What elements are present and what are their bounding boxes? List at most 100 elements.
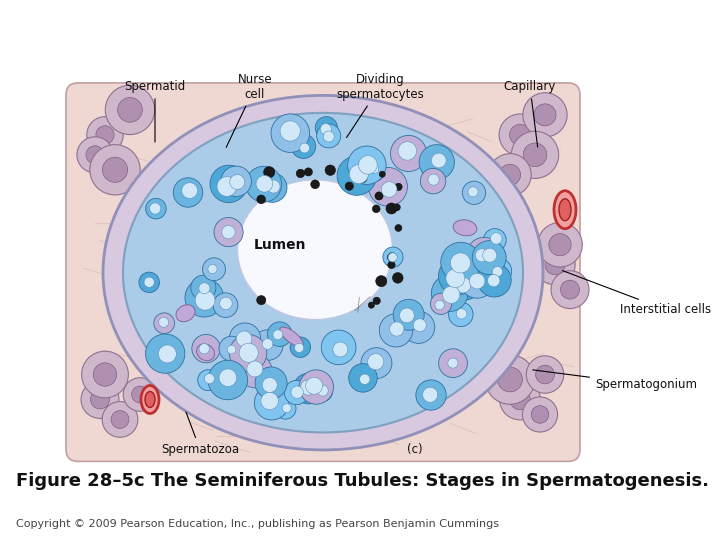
Circle shape (549, 234, 571, 256)
Circle shape (483, 228, 506, 252)
Circle shape (139, 272, 159, 293)
Circle shape (451, 253, 471, 273)
Circle shape (220, 297, 232, 309)
Ellipse shape (559, 199, 571, 221)
Circle shape (210, 165, 248, 202)
Circle shape (208, 360, 248, 400)
Circle shape (371, 165, 379, 173)
Circle shape (253, 330, 283, 360)
Circle shape (390, 322, 404, 336)
Circle shape (337, 156, 377, 195)
Circle shape (490, 233, 502, 244)
Circle shape (393, 299, 424, 330)
Text: Capillary: Capillary (504, 80, 556, 147)
Ellipse shape (103, 96, 543, 450)
Circle shape (462, 181, 486, 205)
Circle shape (238, 354, 272, 388)
Circle shape (373, 297, 380, 305)
Circle shape (292, 134, 315, 158)
Circle shape (498, 367, 523, 392)
Circle shape (229, 323, 261, 354)
FancyBboxPatch shape (66, 83, 580, 461)
Text: Male Reproductive Functions: Male Reproductive Functions (42, 21, 678, 59)
Circle shape (305, 168, 312, 176)
Circle shape (416, 380, 446, 410)
Circle shape (446, 269, 464, 288)
Text: Figure 28–5c The Seminiferous Tubules: Stages in Spermatogenesis.: Figure 28–5c The Seminiferous Tubules: S… (16, 471, 708, 490)
Circle shape (86, 146, 104, 164)
Circle shape (372, 205, 380, 213)
Circle shape (500, 164, 521, 185)
Circle shape (267, 322, 292, 347)
Circle shape (145, 334, 185, 373)
Circle shape (379, 171, 385, 177)
Circle shape (375, 192, 383, 200)
Circle shape (348, 146, 386, 185)
Text: Spermatid: Spermatid (125, 80, 186, 142)
Circle shape (368, 354, 384, 370)
Circle shape (441, 242, 481, 282)
Circle shape (239, 343, 258, 362)
Circle shape (256, 176, 273, 192)
Circle shape (315, 117, 338, 139)
Circle shape (300, 380, 316, 395)
Circle shape (230, 334, 267, 372)
Text: (c): (c) (408, 443, 423, 456)
Circle shape (435, 300, 444, 310)
Circle shape (261, 393, 279, 410)
Circle shape (293, 373, 324, 404)
Circle shape (258, 173, 287, 202)
Circle shape (379, 314, 413, 347)
Circle shape (420, 168, 446, 194)
Circle shape (257, 195, 266, 204)
Circle shape (423, 387, 438, 402)
Circle shape (235, 325, 257, 347)
Circle shape (535, 245, 575, 285)
Circle shape (117, 98, 143, 122)
Circle shape (348, 363, 377, 392)
Circle shape (443, 286, 460, 303)
Circle shape (325, 165, 336, 176)
Circle shape (487, 274, 500, 287)
Circle shape (523, 143, 546, 167)
Circle shape (523, 93, 567, 137)
Circle shape (345, 182, 354, 190)
Circle shape (87, 117, 123, 153)
Circle shape (472, 241, 506, 274)
Circle shape (475, 249, 488, 262)
Circle shape (208, 265, 217, 274)
Circle shape (321, 330, 356, 364)
Circle shape (195, 291, 215, 310)
Circle shape (459, 263, 495, 298)
Circle shape (523, 397, 557, 432)
Circle shape (243, 330, 251, 339)
Circle shape (485, 355, 535, 404)
Circle shape (96, 126, 114, 144)
Circle shape (221, 166, 251, 197)
Circle shape (382, 181, 397, 197)
Circle shape (264, 166, 275, 178)
Circle shape (291, 386, 303, 399)
Circle shape (282, 403, 291, 413)
Circle shape (431, 153, 446, 168)
Circle shape (469, 273, 485, 289)
Circle shape (275, 398, 296, 419)
Circle shape (132, 386, 148, 403)
Circle shape (236, 331, 252, 347)
Circle shape (428, 174, 439, 185)
Circle shape (191, 275, 216, 300)
Circle shape (247, 361, 263, 377)
Circle shape (456, 308, 467, 319)
Circle shape (219, 369, 237, 387)
Circle shape (102, 157, 127, 183)
Circle shape (510, 124, 531, 145)
Circle shape (255, 367, 287, 399)
Circle shape (305, 377, 323, 394)
Circle shape (467, 237, 501, 271)
Circle shape (227, 345, 236, 354)
Circle shape (551, 271, 589, 308)
Circle shape (413, 319, 426, 332)
Circle shape (400, 308, 414, 323)
Circle shape (359, 156, 377, 174)
Circle shape (333, 342, 348, 357)
